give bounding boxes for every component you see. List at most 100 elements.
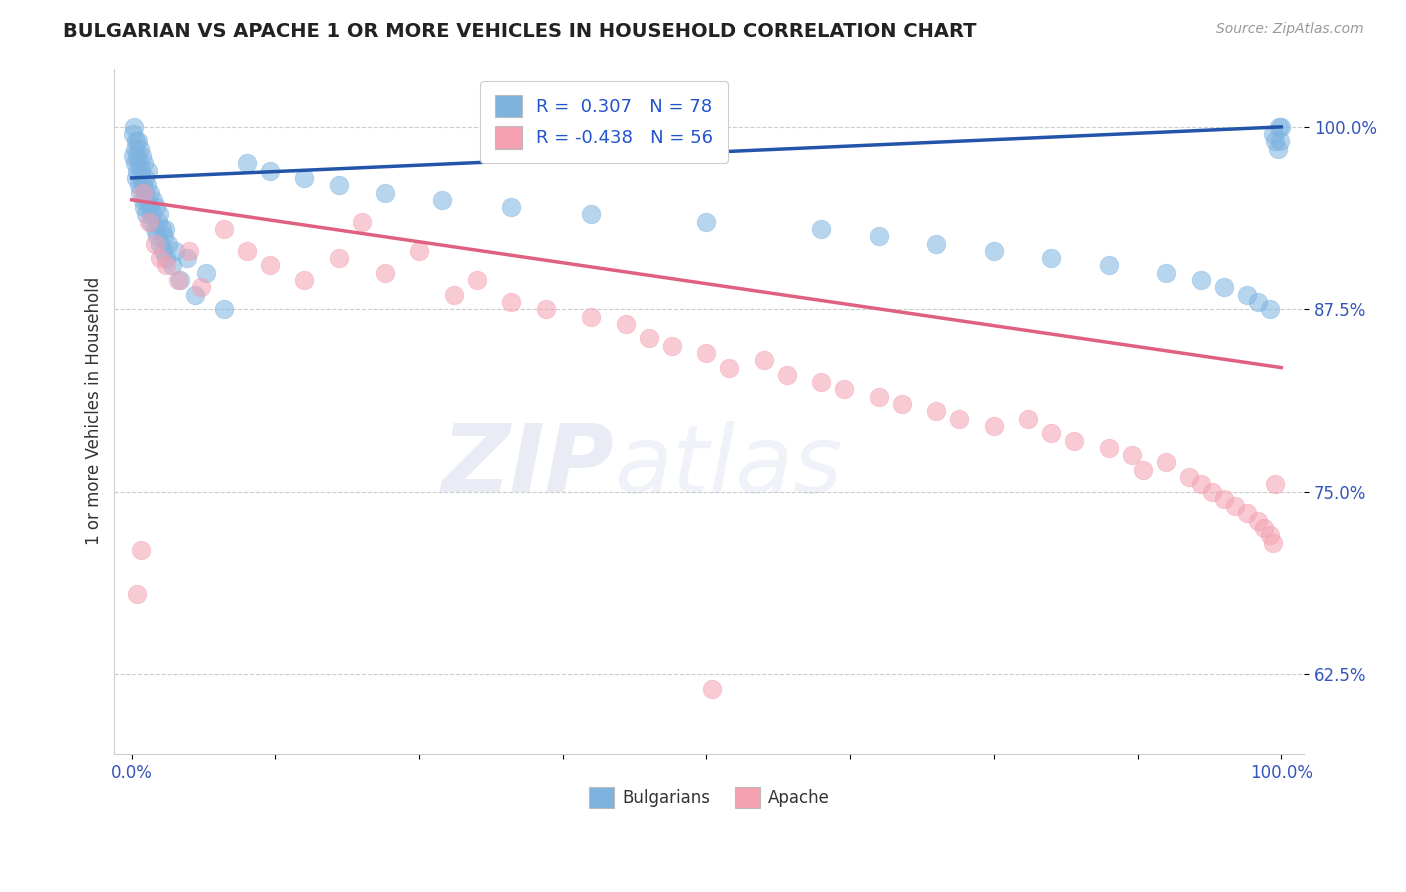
Point [1154, 455, 1177, 469]
Point [132, 156, 155, 170]
Point [1258, 528, 1281, 542]
Point [834, 383, 856, 397]
Point [127, 149, 149, 163]
Point [1270, 120, 1292, 134]
Point [328, 178, 350, 193]
Point [465, 273, 488, 287]
Point [1212, 280, 1234, 294]
Point [1201, 484, 1223, 499]
Point [122, 120, 145, 134]
Point [128, 178, 150, 193]
Point [134, 186, 156, 200]
Point [129, 186, 152, 200]
Y-axis label: 1 or more Vehicles in Household: 1 or more Vehicles in Household [86, 277, 103, 546]
Point [131, 163, 153, 178]
Point [499, 295, 522, 310]
Point [135, 207, 157, 221]
Point [1247, 514, 1270, 528]
Point [1189, 477, 1212, 491]
Point [127, 135, 149, 149]
Point [125, 163, 148, 178]
Point [718, 360, 741, 375]
Point [581, 207, 603, 221]
Point [868, 390, 890, 404]
Point [134, 200, 156, 214]
Point [138, 215, 160, 229]
Point [1178, 470, 1201, 484]
Point [292, 273, 315, 287]
Point [1264, 477, 1286, 491]
Point [135, 193, 157, 207]
Point [1263, 127, 1285, 141]
Point [166, 273, 188, 287]
Text: ZIP: ZIP [441, 420, 614, 512]
Point [139, 186, 162, 200]
Point [212, 222, 235, 236]
Point [132, 178, 155, 193]
Point [1040, 251, 1063, 265]
Point [1253, 521, 1275, 535]
Point [179, 244, 201, 258]
Point [890, 397, 912, 411]
Legend: Bulgarians, Apache: Bulgarians, Apache [582, 780, 837, 814]
Point [124, 156, 146, 170]
Point [136, 163, 159, 178]
Point [124, 142, 146, 156]
Point [176, 251, 198, 265]
Point [1268, 135, 1291, 149]
Point [141, 207, 163, 221]
Text: Source: ZipAtlas.com: Source: ZipAtlas.com [1216, 22, 1364, 37]
Point [1247, 295, 1270, 310]
Point [195, 266, 218, 280]
Point [153, 222, 176, 236]
Point [1263, 535, 1285, 549]
Point [122, 149, 145, 163]
Point [499, 200, 522, 214]
Point [1236, 287, 1258, 301]
Point [1121, 448, 1143, 462]
Point [752, 353, 775, 368]
Point [983, 244, 1005, 258]
Point [131, 193, 153, 207]
Point [374, 266, 396, 280]
Point [638, 331, 661, 345]
Point [235, 244, 257, 258]
Point [1040, 426, 1063, 441]
Point [868, 229, 890, 244]
Point [1267, 142, 1289, 156]
Point [925, 236, 948, 251]
Point [776, 368, 799, 382]
Point [143, 236, 166, 251]
Point [983, 419, 1005, 434]
Point [581, 310, 603, 324]
Point [155, 251, 177, 265]
Point [614, 317, 637, 331]
Point [1154, 266, 1177, 280]
Point [1132, 463, 1154, 477]
Point [190, 280, 212, 294]
Point [292, 170, 315, 185]
Point [155, 259, 177, 273]
Point [127, 587, 149, 601]
Point [152, 244, 174, 258]
Point [165, 244, 187, 258]
Point [132, 186, 155, 200]
Point [1268, 120, 1291, 134]
Point [212, 302, 235, 317]
Point [149, 251, 172, 265]
Point [1098, 441, 1121, 455]
Point [145, 200, 167, 214]
Point [1098, 259, 1121, 273]
Point [143, 222, 166, 236]
Point [534, 302, 557, 317]
Point [661, 339, 683, 353]
Point [157, 236, 180, 251]
Point [259, 259, 281, 273]
Point [948, 411, 970, 425]
Point [184, 287, 207, 301]
Point [810, 375, 832, 389]
Point [138, 200, 160, 214]
Point [124, 135, 146, 149]
Point [160, 259, 183, 273]
Point [129, 170, 152, 185]
